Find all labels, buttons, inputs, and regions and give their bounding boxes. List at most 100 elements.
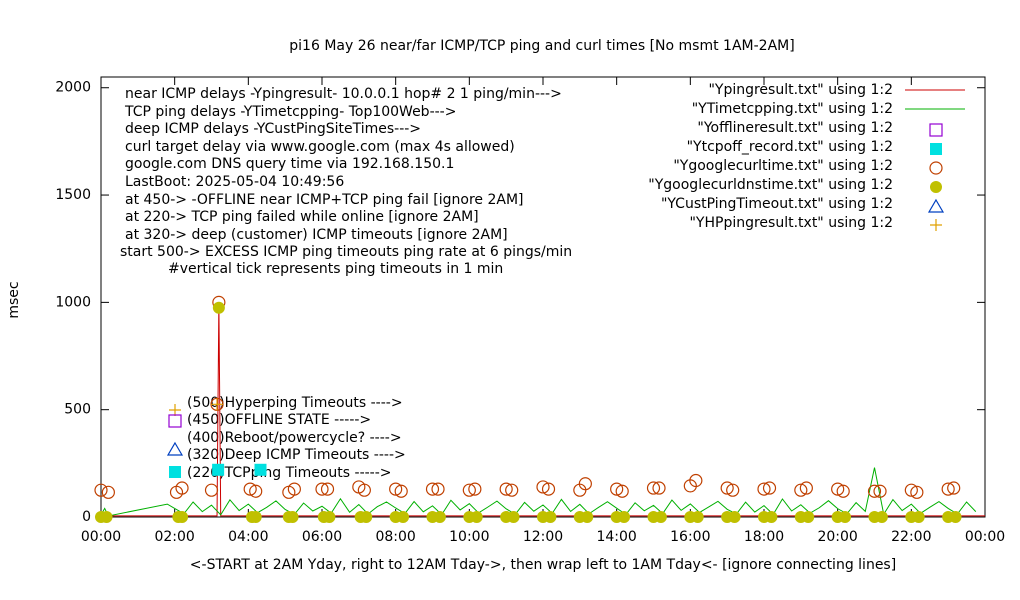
point bbox=[425, 482, 440, 496]
point bbox=[249, 484, 263, 498]
x-tick-label: 00:00 bbox=[81, 529, 121, 545]
annotation: #vertical tick represents ping timeouts … bbox=[168, 261, 503, 277]
legend-swatch bbox=[929, 123, 943, 137]
annotation: LastBoot: 2025-05-04 10:49:56 bbox=[125, 174, 344, 190]
point bbox=[360, 511, 373, 523]
plot-area bbox=[94, 295, 985, 523]
legend-swatch bbox=[930, 219, 942, 231]
point bbox=[831, 482, 845, 496]
point bbox=[287, 482, 301, 496]
x-tick-label: 12:00 bbox=[523, 529, 563, 545]
point bbox=[100, 511, 113, 523]
point bbox=[581, 511, 594, 523]
point bbox=[652, 481, 666, 495]
key-label: (450)OFFLINE STATE -----> bbox=[187, 412, 371, 428]
point bbox=[867, 484, 882, 498]
point bbox=[689, 473, 703, 488]
point bbox=[286, 511, 299, 523]
x-tick-label: 04:00 bbox=[228, 529, 268, 545]
point bbox=[212, 463, 225, 476]
point bbox=[904, 483, 918, 497]
y-tick-label: 500 bbox=[64, 402, 91, 418]
point bbox=[176, 511, 189, 523]
chart-title: pi16 May 26 near/far ICMP/TCP ping and c… bbox=[289, 38, 794, 54]
x-tick-label: 16:00 bbox=[670, 529, 710, 545]
legend-label: "YCustPingTimeout.txt" using 1:2 bbox=[661, 196, 893, 212]
point bbox=[610, 482, 624, 496]
point bbox=[912, 511, 925, 523]
key-icon bbox=[169, 466, 181, 478]
point bbox=[101, 485, 115, 499]
point bbox=[618, 511, 631, 523]
x-tick-label: 02:00 bbox=[154, 529, 194, 545]
point bbox=[646, 481, 661, 495]
point bbox=[320, 482, 335, 496]
point bbox=[394, 484, 408, 498]
point bbox=[839, 511, 852, 523]
point bbox=[615, 484, 629, 498]
y-tick-label: 1000 bbox=[55, 294, 91, 310]
legend-swatch bbox=[930, 181, 942, 193]
key-icon bbox=[168, 414, 182, 428]
x-tick-label: 10:00 bbox=[449, 529, 489, 545]
legend: "Ypingresult.txt" using 1:2 "YTimetcpping… bbox=[648, 82, 965, 231]
point bbox=[728, 511, 741, 523]
legend-swatch bbox=[930, 143, 942, 155]
point bbox=[949, 511, 962, 523]
point bbox=[470, 511, 483, 523]
key-icon bbox=[166, 441, 184, 456]
point bbox=[536, 480, 550, 494]
point bbox=[541, 482, 556, 496]
point bbox=[357, 483, 371, 497]
point bbox=[720, 481, 734, 495]
legend-swatch bbox=[929, 161, 943, 175]
point bbox=[433, 511, 446, 523]
point bbox=[204, 483, 219, 497]
point bbox=[243, 482, 257, 496]
point bbox=[799, 481, 813, 495]
point bbox=[873, 484, 887, 498]
point bbox=[875, 511, 888, 523]
key-label: (220)TCPping Timeouts -----> bbox=[187, 465, 392, 481]
point bbox=[507, 511, 520, 523]
point bbox=[397, 511, 410, 523]
x-tick-label: 00:00 bbox=[965, 529, 1005, 545]
legend-swatch bbox=[927, 198, 945, 213]
annotation: deep ICMP delays -YCustPingSiteTimes---> bbox=[125, 121, 421, 137]
annotation: near ICMP delays -Ypingresult- 10.0.0.1 … bbox=[125, 86, 562, 102]
annotation: start 500-> EXCESS ICMP ping timeouts pi… bbox=[120, 244, 572, 260]
y-axis-label: msec bbox=[6, 281, 22, 318]
annotation: TCP ping delays -YTimetcpping- Top100Web… bbox=[124, 104, 456, 120]
point bbox=[254, 463, 267, 476]
key-icon bbox=[169, 404, 181, 416]
x-tick-label: 08:00 bbox=[375, 529, 415, 545]
point bbox=[323, 511, 336, 523]
y-tick-label: 2000 bbox=[55, 80, 91, 96]
point bbox=[389, 482, 403, 496]
key-label: (400)Reboot/powercycle? ----> bbox=[187, 430, 402, 446]
point bbox=[802, 511, 815, 523]
key-label: (500)Hyperping Timeouts ----> bbox=[187, 395, 403, 411]
annotation: google.com DNS query time via 192.168.15… bbox=[125, 156, 454, 172]
annotation: at 450-> -OFFLINE near ICMP+TCP ping fai… bbox=[125, 192, 524, 208]
point bbox=[910, 485, 924, 499]
point bbox=[765, 511, 778, 523]
point bbox=[505, 483, 519, 497]
x-tick-label: 20:00 bbox=[817, 529, 857, 545]
key-labels: (500)Hyperping Timeouts ----> (450)OFFLI… bbox=[166, 395, 406, 481]
point bbox=[431, 482, 445, 496]
x-tick-label: 06:00 bbox=[302, 529, 342, 545]
y-tick-label: 0 bbox=[82, 509, 91, 525]
point bbox=[544, 511, 557, 523]
point bbox=[212, 301, 225, 314]
point bbox=[757, 482, 771, 496]
annotation: at 220-> TCP ping failed while online [i… bbox=[125, 209, 479, 225]
point bbox=[315, 482, 329, 496]
point bbox=[947, 481, 961, 495]
legend-label: "YHPpingresult.txt" using 1:2 bbox=[689, 215, 893, 231]
point bbox=[211, 398, 224, 411]
legend-label: "Ygooglecurldnstime.txt" using 1:2 bbox=[648, 177, 893, 193]
point bbox=[578, 477, 592, 491]
